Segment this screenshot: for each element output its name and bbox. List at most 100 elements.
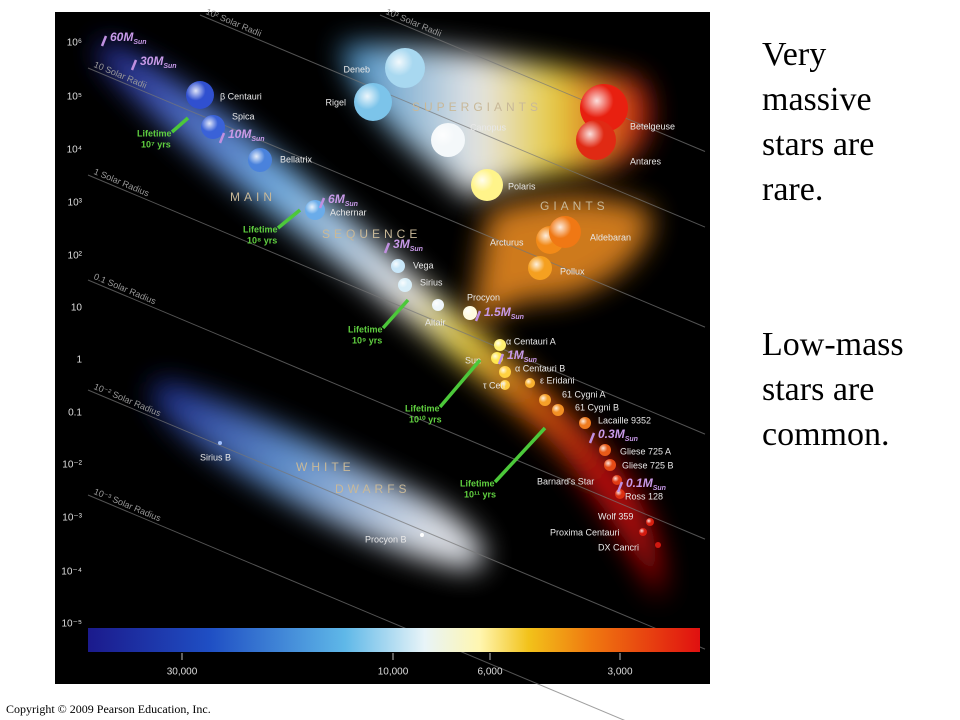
star-shine <box>248 148 272 172</box>
star-shine <box>604 459 616 471</box>
star-label: Proxima Centauri <box>550 527 620 537</box>
mass-tick <box>474 310 482 322</box>
star-shine <box>471 169 503 201</box>
lifetime-years: 10⁸ yrs <box>247 235 277 245</box>
star-label: Rigel <box>325 97 346 107</box>
lifetime-pointer <box>381 298 410 330</box>
star-label: Polaris <box>508 181 536 191</box>
radius-line <box>87 67 706 328</box>
star-label: Antares <box>630 156 662 166</box>
y-tick-label: 10⁻⁴ <box>61 567 82 578</box>
star-label: 61 Cygni B <box>575 402 619 412</box>
star-label: Sirius <box>420 277 443 287</box>
mass-symbol: M <box>615 427 626 441</box>
radius-line <box>87 494 626 720</box>
star <box>218 441 222 445</box>
star-label: 61 Cygni A <box>562 389 606 399</box>
temperature-label: 3,000 <box>607 667 632 678</box>
star-shine <box>398 278 412 292</box>
slide-note: Very massive stars are rare. <box>762 36 875 208</box>
star-label: Gliese 725 A <box>620 446 671 456</box>
y-tick-label: 10⁻² <box>62 460 82 471</box>
star-label: Sirius B <box>200 452 231 462</box>
mass-tick <box>616 481 624 493</box>
star-label: Wolf 359 <box>598 511 633 521</box>
mass-subscript: Sun <box>511 314 524 321</box>
mass-symbol: M <box>643 476 654 490</box>
star-label: Procyon B <box>365 534 407 544</box>
y-tick-label: 10³ <box>68 198 83 209</box>
star-shine <box>579 417 591 429</box>
star-label: Lacaille 9352 <box>598 415 651 425</box>
mass-label: 10MSun <box>228 127 265 143</box>
mass-subscript: Sun <box>133 39 146 46</box>
mass-number: 1 <box>507 348 514 362</box>
mass-symbol: M <box>400 237 411 251</box>
star-shine <box>576 120 616 160</box>
star-shine <box>552 404 564 416</box>
mass-number: 10 <box>228 127 242 141</box>
star-label: Spica <box>232 111 255 121</box>
star-label: Gliese 725 B <box>622 460 674 470</box>
star-label: β Centauri <box>220 91 262 101</box>
mass-subscript: Sun <box>625 436 638 443</box>
region-label: SUPERGIANTS <box>412 100 542 114</box>
star-label: Canopus <box>470 122 507 132</box>
star-label: Betelgeuse <box>630 121 675 131</box>
radius-line <box>87 279 706 540</box>
star-label: Procyon <box>467 292 500 302</box>
star-shine <box>499 366 511 378</box>
star-label: Barnard's Star <box>537 476 594 486</box>
y-tick-label: 10⁻³ <box>62 513 82 524</box>
mass-symbol: M <box>335 192 346 206</box>
lifetime-pointer <box>438 358 482 409</box>
star-label: Altair <box>425 317 446 327</box>
star-shine <box>599 444 611 456</box>
star-label: Achernar <box>330 207 367 217</box>
radius-line <box>379 14 706 152</box>
y-tick-label: 0.1 <box>68 408 82 419</box>
star-label: Aldebaran <box>590 232 631 242</box>
mass-tick <box>383 242 391 254</box>
mass-number: 1.5 <box>484 305 501 319</box>
mass-subscript: Sun <box>163 63 176 70</box>
mass-tick <box>318 197 326 209</box>
lifetime-years: 10¹¹ yrs <box>464 489 496 499</box>
star-shine <box>528 256 552 280</box>
temperature-label: 10,000 <box>378 667 409 678</box>
mass-subscript: Sun <box>653 485 666 492</box>
mass-label: 1MSun <box>507 348 537 364</box>
star-label: Pollux <box>560 266 585 276</box>
mass-label: 1.5MSun <box>484 305 524 321</box>
star-shine <box>612 475 622 485</box>
star-label: α Centauri A <box>506 336 556 346</box>
radius-line <box>87 389 706 650</box>
mass-number: 6 <box>328 192 335 206</box>
y-tick-label: 10² <box>68 251 83 262</box>
spectral-bar <box>88 628 700 652</box>
star-shine <box>615 489 625 499</box>
lifetime-pointer <box>276 208 302 230</box>
temperature-label: 6,000 <box>477 667 502 678</box>
mass-tick <box>130 59 138 71</box>
region-label: MAIN <box>230 190 276 204</box>
y-tick-label: 10⁻⁵ <box>61 619 82 630</box>
lifetime-years: 10⁷ yrs <box>141 139 171 149</box>
y-tick-label: 10⁵ <box>67 92 82 103</box>
lifetime-label: Lifetime <box>460 478 495 488</box>
lifetime-years: 10¹⁰ yrs <box>409 414 442 424</box>
mass-number: 30 <box>140 54 154 68</box>
star-label: Ross 128 <box>625 491 663 501</box>
lifetime-pointer <box>170 116 190 134</box>
slide-note: Low-mass stars are common. <box>762 326 904 453</box>
lifetime-label: Lifetime <box>243 224 278 234</box>
star-shine <box>646 518 654 526</box>
lifetime-label: Lifetime <box>405 403 440 413</box>
mass-subscript: Sun <box>251 136 264 143</box>
temperature-label: 30,000 <box>167 667 198 678</box>
mass-symbol: M <box>514 348 525 362</box>
star-shine <box>539 394 551 406</box>
mass-subscript: Sun <box>345 201 358 208</box>
mass-tick <box>218 132 226 144</box>
